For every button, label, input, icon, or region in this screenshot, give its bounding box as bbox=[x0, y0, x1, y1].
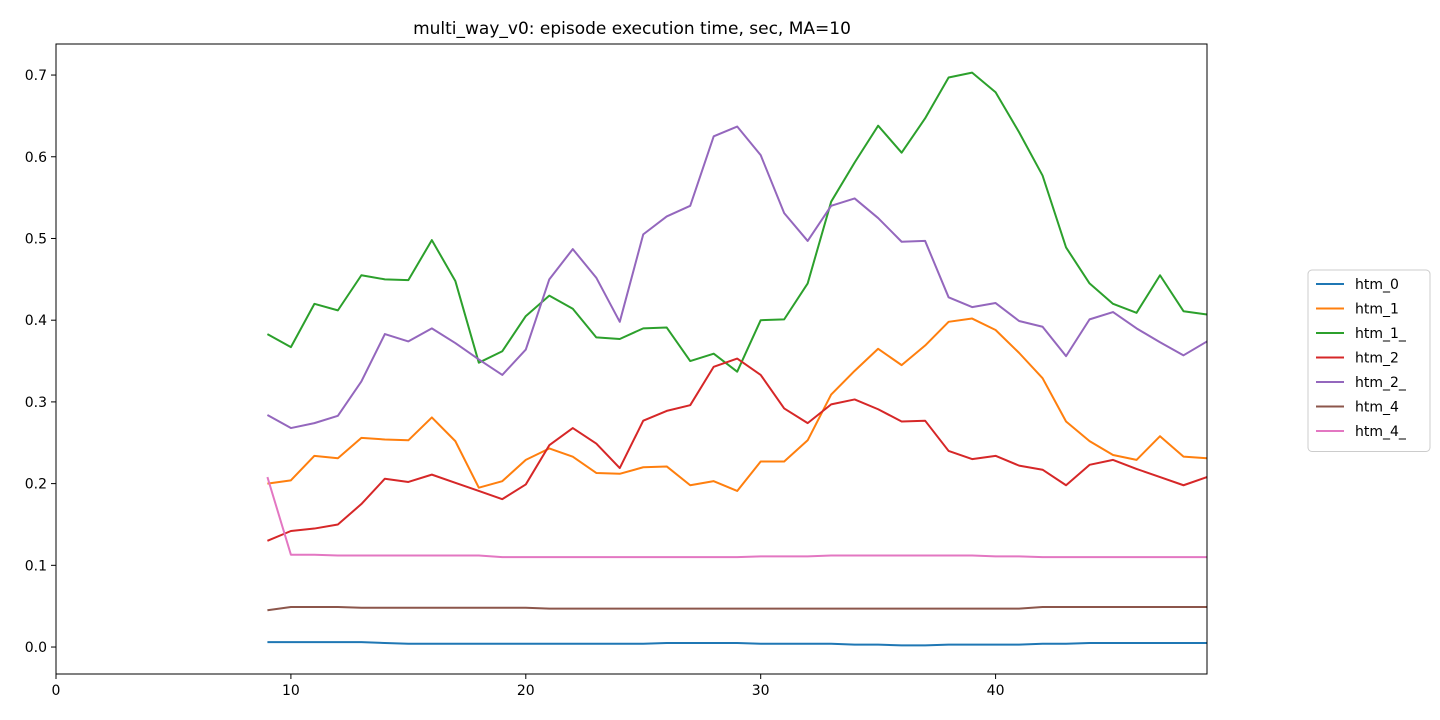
x-axis: 0 10 20 30 40 bbox=[52, 674, 1005, 699]
x-tick-label: 40 bbox=[987, 683, 1005, 699]
plot-lines bbox=[266, 71, 1208, 647]
legend-label-htm_4_: htm_4_ bbox=[1355, 424, 1407, 440]
series-line-htm_4 bbox=[267, 606, 1207, 612]
legend-label-htm_2: htm_2 bbox=[1355, 351, 1399, 367]
legend-label-htm_2_: htm_2_ bbox=[1355, 375, 1407, 391]
legend-label-htm_4: htm_4 bbox=[1355, 400, 1399, 416]
x-tick-label: 20 bbox=[517, 683, 535, 699]
plot-frame bbox=[55, 43, 1208, 675]
y-tick-label: 0.0 bbox=[25, 640, 47, 656]
y-tick-label: 0.5 bbox=[25, 231, 47, 247]
series-line-htm_2 bbox=[267, 357, 1208, 542]
y-tick-label: 0.1 bbox=[25, 558, 47, 574]
series-line-htm_1 bbox=[267, 317, 1208, 492]
y-tick-label: 0.3 bbox=[25, 395, 47, 411]
y-tick-label: 0.6 bbox=[25, 150, 47, 166]
x-tick-label: 30 bbox=[752, 683, 770, 699]
series-line-htm_2_ bbox=[266, 125, 1208, 430]
y-tick-label: 0.4 bbox=[25, 313, 47, 329]
legend: htm_0 htm_1 htm_1_ htm_2 htm_2_ htm_4 htm_4_ bbox=[1307, 269, 1431, 452]
legend-label-htm_1: htm_1 bbox=[1355, 302, 1399, 318]
y-axis: 0.0 0.1 0.2 0.3 0.4 0.5 0.6 0.7 bbox=[25, 68, 56, 656]
series-line-htm_1_ bbox=[266, 71, 1208, 373]
x-tick-label: 10 bbox=[282, 683, 300, 699]
series-line-htm_0 bbox=[267, 641, 1207, 647]
series-line-htm_4_ bbox=[266, 476, 1207, 559]
x-tick-label: 0 bbox=[52, 683, 61, 699]
legend-label-htm_0: htm_0 bbox=[1355, 277, 1399, 293]
y-tick-label: 0.2 bbox=[25, 477, 47, 493]
y-tick-label: 0.7 bbox=[25, 68, 47, 84]
chart-title: multi_way_v0: episode execution time, se… bbox=[413, 19, 851, 39]
legend-label-htm_1_: htm_1_ bbox=[1355, 326, 1407, 342]
